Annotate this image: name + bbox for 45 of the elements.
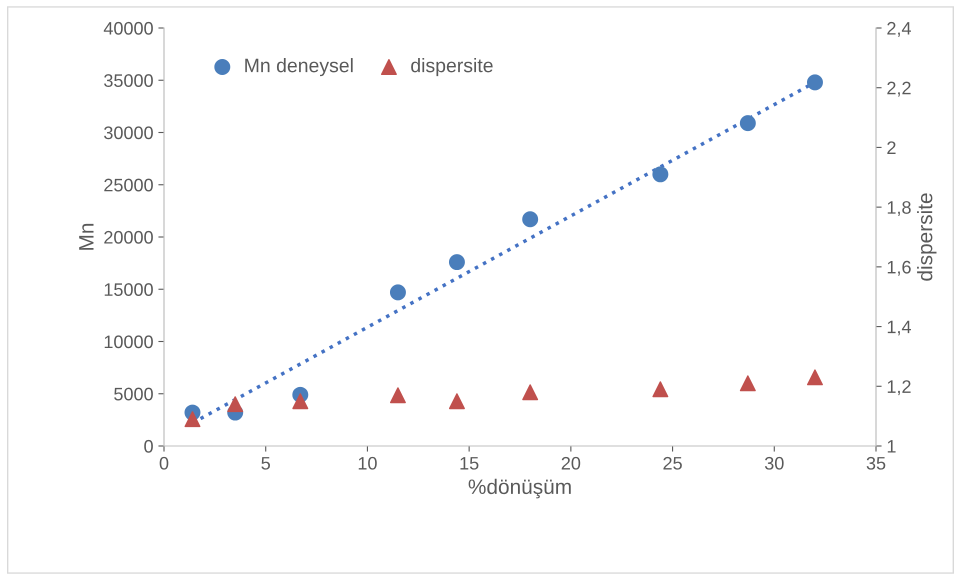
point bbox=[806, 369, 823, 386]
x-tick-label: 15 bbox=[460, 457, 478, 470]
y2-tick-label: 1,6 bbox=[888, 260, 911, 276]
x-tick-label: 25 bbox=[663, 456, 682, 470]
y2-tick-label: 2,2 bbox=[887, 82, 911, 97]
y-tick-label: 25000 bbox=[104, 178, 153, 192]
legend-label: dispersite bbox=[411, 58, 493, 76]
y2-axis-title: dispersite bbox=[917, 193, 936, 281]
y-tick-label: 30000 bbox=[104, 126, 153, 140]
x-tick-label: 20 bbox=[562, 456, 580, 470]
y2-tick-label: 1,2 bbox=[888, 380, 911, 396]
y-tick-label: 15000 bbox=[104, 283, 153, 296]
point bbox=[522, 211, 538, 228]
y-axis-title: Mn bbox=[79, 224, 94, 250]
x-tick-label: 10 bbox=[358, 456, 377, 470]
y2-tick-label: 1,4 bbox=[888, 320, 911, 336]
point bbox=[740, 375, 756, 392]
y-tick-label: 10000 bbox=[104, 335, 153, 348]
x-tick-label: 5 bbox=[261, 457, 270, 470]
point bbox=[448, 254, 465, 270]
y2-tick-label: 1 bbox=[888, 440, 896, 453]
x-axis-title: %dönüşüm bbox=[468, 478, 571, 498]
point bbox=[184, 411, 200, 428]
point bbox=[522, 384, 538, 400]
point bbox=[227, 396, 244, 412]
point bbox=[652, 166, 668, 182]
y2-tick-label: 2 bbox=[887, 141, 896, 154]
x-tick-label: 35 bbox=[866, 456, 886, 470]
point bbox=[448, 393, 465, 410]
x-tick-label: 0 bbox=[160, 456, 168, 470]
point bbox=[390, 284, 406, 300]
y-tick-label: 40000 bbox=[104, 22, 153, 35]
y2-tick-label: 2,4 bbox=[887, 22, 911, 37]
x-tick-label: 30 bbox=[764, 456, 784, 470]
y-tick-label: 0 bbox=[144, 440, 153, 453]
point bbox=[390, 387, 406, 404]
point bbox=[292, 393, 308, 410]
y-tick-label: 5000 bbox=[114, 388, 153, 400]
y2-tick-label: 1,8 bbox=[888, 201, 911, 216]
point bbox=[652, 381, 668, 398]
point bbox=[806, 74, 823, 90]
legend-label: Mn deneysel bbox=[245, 58, 353, 76]
y-tick-label: 20000 bbox=[104, 230, 153, 244]
point bbox=[740, 115, 756, 132]
y-tick-label: 35000 bbox=[104, 74, 153, 87]
